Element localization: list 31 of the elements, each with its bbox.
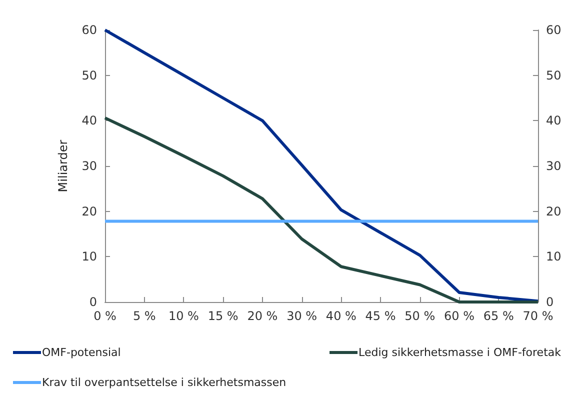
x-tick-label: 10 % [168,309,199,323]
y-tick-label: 50 [82,68,97,82]
line-series [104,28,540,303]
y-tick-label: 20 [82,204,97,218]
y-axis-title: Miliarder [56,140,70,192]
x-tick-label: 60 % [444,309,475,323]
x-tick-label: 45 % [365,309,396,323]
y-tick-label: 40 [82,114,97,128]
x-tick-label: 70 % [522,309,554,323]
legend-label: Ledig sikkerhetsmasse i OMF-foretak [358,346,562,359]
x-tick-label: 30 % [286,309,318,323]
legend-label: OMF-potensial [42,346,121,359]
x-tick-label: 15 % [208,309,238,323]
x-tick-label: 20 % [247,309,278,323]
y-tick-label: 30 [82,159,97,173]
x-tick-label: 40 % [326,309,356,323]
y-tick-label: 0 [89,295,97,309]
y-tick-label: 10 [82,250,97,264]
y2-tick-label: 40 [546,114,562,128]
x-tick-label: 0 % [94,309,116,323]
y2-tick-label: 50 [546,68,562,82]
y2-tick-label: 20 [546,204,562,218]
y2-tick-label: 60 [546,23,562,37]
legend-label: Krav til overpantsettelse i sikkerhetsmassen [42,376,286,389]
y2-tick-label: 0 [546,295,554,309]
x-tick-label: 5 % [132,309,156,323]
y2-tick-label: 30 [546,159,562,173]
x-tick-label: 50 % [404,309,436,323]
x-tick-label: 65 % [483,309,514,323]
y-tick-label: 60 [82,23,97,37]
y2-tick-label: 10 [546,250,562,264]
